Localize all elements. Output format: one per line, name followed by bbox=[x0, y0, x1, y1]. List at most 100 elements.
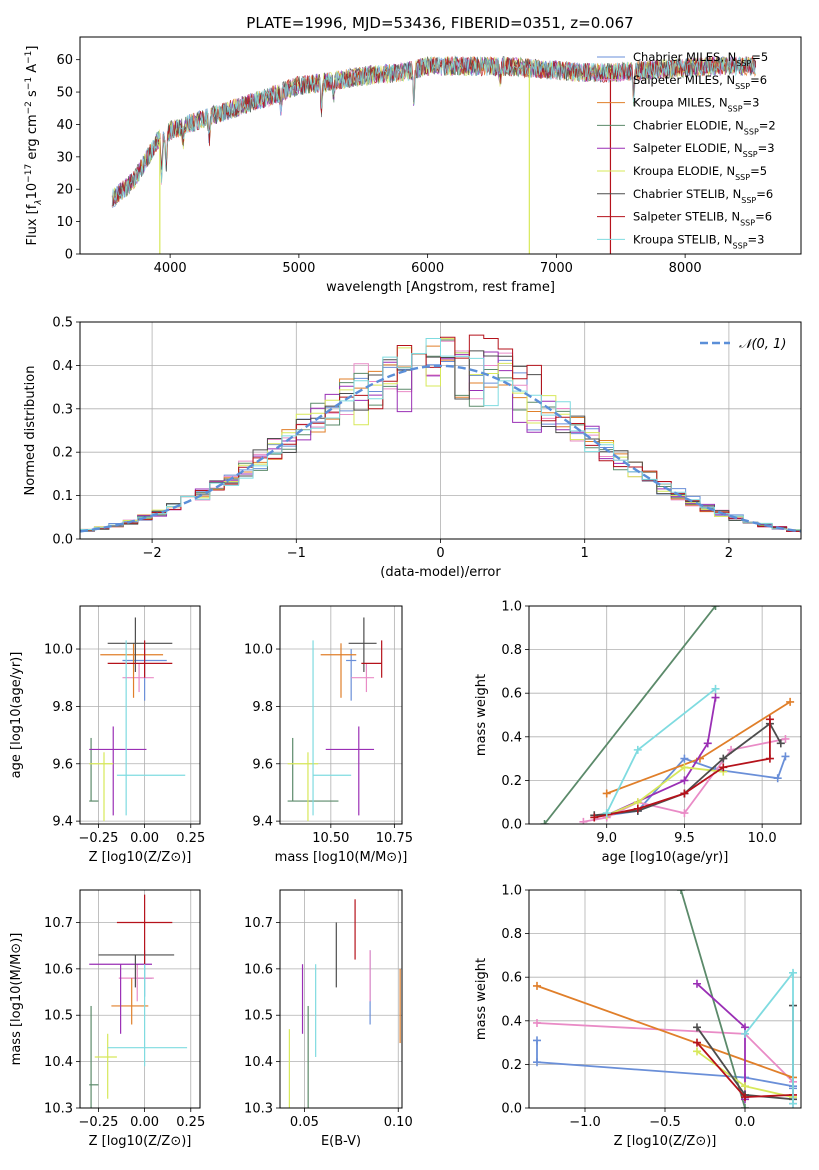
mass_vs_ebv-plot-area bbox=[280, 890, 402, 1108]
spectrum-line-kroupa_stelib bbox=[111, 56, 757, 206]
legend-sub: SSP bbox=[743, 150, 758, 159]
age_vs_mass-ytick-label: 9.4 bbox=[252, 815, 273, 830]
legend-label-normal: 𝒩(0, 1) bbox=[739, 337, 786, 352]
weight_vs_age-xtick-label: 10.0 bbox=[748, 831, 777, 846]
legend-sub: SSP bbox=[741, 195, 756, 204]
spectrum-xtick-label: 4000 bbox=[154, 261, 187, 276]
weight_vs_age-marker-salpeter_elodie bbox=[680, 776, 689, 785]
age_vs_mass-ytick-label: 9.8 bbox=[252, 700, 273, 715]
mass_vs_ebv-ytick-label: 10.4 bbox=[244, 1055, 273, 1070]
legend-sub: SSP bbox=[736, 59, 751, 68]
legend-sub: SSP bbox=[735, 173, 750, 182]
weight_vs_age-ylabel: mass weight bbox=[474, 674, 489, 756]
weight_vs_age-marker-salpeter_stelib bbox=[590, 813, 599, 822]
mass_vs_Z-xlabel: Z [log10(Z/Z⊙)] bbox=[89, 1134, 192, 1149]
legend-sub: SSP bbox=[733, 241, 748, 250]
chart-layer: 4000 5000 6000 7000 80000102030405060wavelen… bbox=[9, 36, 802, 1149]
age_vs_Z-xtick-label: 0.00 bbox=[130, 831, 159, 846]
spectrum-xtick-label: 8000 bbox=[669, 261, 702, 276]
figure-title: PLATE=1996, MJD=53436, FIBERID=0351, z=0… bbox=[246, 14, 633, 32]
weight_vs_age-marker-kroupa_stelib bbox=[602, 809, 611, 818]
weight_vs_age-ytick-label: 0.2 bbox=[501, 774, 522, 789]
legend-nssp: =3 bbox=[743, 96, 760, 110]
legend-label-chabrier_miles: Chabrier MILES, NSSP=5 bbox=[633, 50, 768, 68]
legend-series-name: Kroupa MILES, N bbox=[633, 96, 728, 110]
spectrum-ytick-label: 10 bbox=[56, 215, 73, 230]
weight_vs_age-xtick-label: 9.5 bbox=[674, 831, 695, 846]
weight_vs_age-xtick-label: 9.0 bbox=[596, 831, 617, 846]
weight_vs_Z-marker-kroupa_elodie bbox=[741, 1082, 749, 1091]
weight_vs_Z-marker-kroupa_stelib bbox=[741, 1029, 749, 1038]
weight_vs_age-marker-chabrier_elodie bbox=[540, 820, 549, 824]
age_vs_Z-xtick-label: −0.25 bbox=[79, 831, 119, 846]
weight_vs_age-ytick-label: 0.6 bbox=[501, 687, 522, 702]
residuals-ytick-label: 0.4 bbox=[52, 359, 73, 374]
weight_vs_age-marker-chabrier_miles bbox=[680, 754, 689, 763]
residuals-xlabel: (data-model)/error bbox=[380, 565, 501, 580]
weight_vs_Z-marker-salpeter_stelib bbox=[693, 1038, 701, 1047]
weight_vs_Z-xtick-label: −0.5 bbox=[649, 1115, 681, 1130]
weight_vs_Z-marker-chabrier_miles bbox=[533, 1058, 541, 1067]
legend-series-name: Kroupa ELODIE, N bbox=[633, 164, 735, 178]
legend-label-salpeter_elodie: Salpeter ELODIE, NSSP=3 bbox=[633, 141, 775, 159]
age_vs_mass-plot-area bbox=[280, 606, 402, 824]
mass_vs_ebv-panel: 0.05 0.10 10.3 10.4 10.5 10.6 10.7 E(B-V) bbox=[244, 889, 413, 1149]
spectrum-ytick-label: 20 bbox=[56, 183, 73, 198]
weight_vs_age-marker-kroupa_miles bbox=[602, 789, 611, 798]
weight_vs_age-marker-kroupa_elodie bbox=[680, 763, 689, 772]
spectrum-ytick-label: 30 bbox=[56, 150, 73, 165]
legend-sub: SSP bbox=[744, 127, 759, 136]
axes-frame bbox=[79, 36, 802, 255]
weight_vs_Z-ylabel: mass weight bbox=[474, 958, 489, 1040]
weight_vs_Z-line-kroupa_miles bbox=[536, 985, 794, 1079]
legend-sub: SSP bbox=[728, 104, 743, 113]
spectrum-xlabel: wavelength [Angstrom, rest frame] bbox=[326, 280, 555, 295]
spectrum-line-kroupa_elodie bbox=[111, 56, 756, 203]
age_vs_Z-ytick-label: 9.6 bbox=[52, 757, 73, 772]
age_vs_mass-xtick-label: 10.50 bbox=[312, 831, 349, 846]
weight_vs_age-marker-chabrier_elodie bbox=[711, 606, 720, 610]
weight_vs_age-marker-kroupa_stelib bbox=[711, 684, 720, 693]
legend-nssp: =6 bbox=[750, 73, 767, 87]
weight_vs_Z-ytick-label: 0.8 bbox=[501, 927, 522, 942]
age_vs_Z-panel: −0.25 0.00 0.25 9.4 9.6 9.8 10.0 Z [log10(Z/Z⊙)… bbox=[9, 605, 205, 865]
weight_vs_age-marker-chabrier_miles bbox=[781, 752, 790, 761]
mass_vs_Z-ytick-label: 10.3 bbox=[44, 1102, 73, 1117]
legend-label-chabrier_stelib: Chabrier STELIB, NSSP=6 bbox=[633, 187, 773, 205]
weight_vs_Z-marker-kroupa_elodie bbox=[693, 1047, 701, 1056]
weight_vs_Z-xtick-label: −1.0 bbox=[569, 1115, 601, 1130]
mass_vs_Z-xtick-label: −0.25 bbox=[79, 1115, 119, 1130]
weight_vs_Z-marker-chabrier_elodie bbox=[677, 890, 685, 894]
mass_vs_Z-plot-area bbox=[80, 890, 200, 1108]
legend-nssp: =2 bbox=[759, 118, 776, 132]
legend-series-name: Salpeter MILES, N bbox=[633, 73, 735, 87]
weight_vs_age-marker-salpeter_stelib bbox=[765, 715, 774, 724]
weight_vs_age-line-chabrier_stelib bbox=[594, 722, 782, 817]
weight_vs_Z-marker-kroupa_miles bbox=[533, 981, 541, 990]
age_vs_mass-ytick-label: 10.0 bbox=[244, 643, 273, 658]
weight_vs_age-marker-salpeter_elodie bbox=[711, 693, 720, 702]
age_vs_Z-plot-area bbox=[80, 606, 200, 824]
mass_vs_ebv-ytick-label: 10.6 bbox=[244, 962, 273, 977]
weight_vs_age-marker-chabrier_stelib bbox=[719, 754, 728, 763]
legend-nssp: =3 bbox=[758, 141, 775, 155]
spectrum-panel: 4000 5000 6000 7000 8000 0 10 20 30 40 50 60 wavelen… bbox=[24, 36, 802, 295]
weight_vs_Z-ytick-label: 1.0 bbox=[501, 884, 522, 899]
residuals-ytick-label: 0.5 bbox=[52, 316, 73, 331]
legend-nssp: =6 bbox=[756, 187, 773, 201]
age_vs_mass-xtick-label: 10.75 bbox=[376, 831, 413, 846]
mass_vs_Z-ytick-label: 10.6 bbox=[44, 962, 73, 977]
weight_vs_age-line-chabrier_elodie bbox=[543, 606, 717, 824]
age_vs_mass-xlabel: mass [log10(M/M⊙)] bbox=[275, 850, 408, 865]
ylabel-part: Flux [f bbox=[25, 204, 40, 245]
spectrum-ytick-label: 60 bbox=[56, 53, 73, 68]
age_vs_Z-xtick-label: 0.25 bbox=[176, 831, 205, 846]
weight_vs_Z-marker-salpeter_elodie bbox=[693, 979, 701, 988]
legend-series-name: Salpeter STELIB, N bbox=[633, 210, 740, 224]
age_vs_Z-ytick-label: 10.0 bbox=[44, 643, 73, 658]
spectrum-ylabel: Flux [fλ10−17 erg cm−2 s−1 A−1] bbox=[24, 46, 44, 246]
axes-frame bbox=[528, 605, 802, 825]
weight_vs_age-marker-salpeter_stelib bbox=[765, 754, 774, 763]
legend-nssp: =3 bbox=[748, 232, 765, 246]
weight_vs_age-ytick-label: 0.8 bbox=[501, 643, 522, 658]
